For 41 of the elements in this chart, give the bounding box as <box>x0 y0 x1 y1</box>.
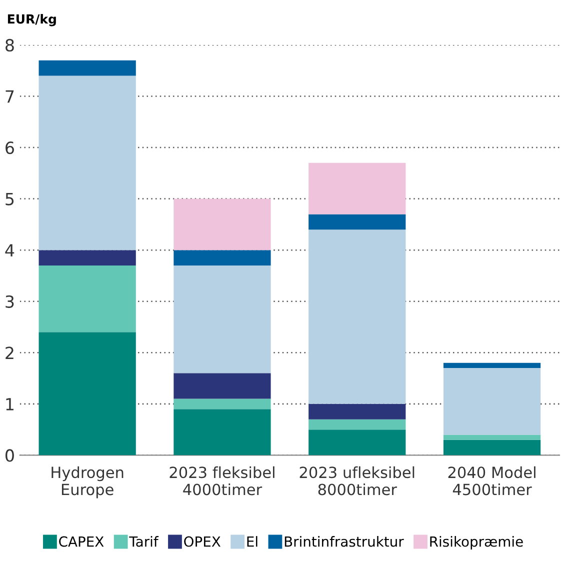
x-tick-label: 2023 fleksibel 4000timer <box>170 466 274 496</box>
bar <box>174 409 271 456</box>
bar <box>308 162 406 214</box>
legend-label: Risikopræmie <box>430 536 523 550</box>
x-tick-label: 2023 ufleksibel 8000timer <box>300 466 414 496</box>
y-tick-label: 8 <box>6 38 14 52</box>
bar <box>308 230 406 404</box>
bar <box>38 76 136 250</box>
bar <box>443 440 541 456</box>
legend-label: Brintinfrastruktur <box>284 536 404 547</box>
y-tick-label: 6 <box>6 141 14 154</box>
bar <box>308 404 406 420</box>
y-tick-label: 2 <box>6 346 14 359</box>
bar <box>38 265 136 332</box>
bar <box>174 373 271 399</box>
y-tick-label: 1 <box>6 398 14 410</box>
bar <box>174 398 271 410</box>
legend-label: El <box>247 536 258 547</box>
y-tick-label: 4 <box>5 244 14 256</box>
bar <box>443 368 541 435</box>
bar <box>174 265 271 374</box>
bar <box>38 250 136 266</box>
x-tick-label: Hydrogen Europe <box>52 466 124 498</box>
bar <box>308 419 406 430</box>
x-tick-label: 2040 Model 4500timer <box>448 466 536 496</box>
bar <box>308 430 406 456</box>
y-tick-label: 0 <box>6 449 14 462</box>
y-tick-label: 5 <box>6 192 14 206</box>
bar <box>174 250 271 266</box>
bar <box>308 214 406 230</box>
bar <box>443 434 541 440</box>
legend-label: Tarif <box>129 536 159 547</box>
y-tick-label: 7 <box>6 90 14 103</box>
legend-label: CAPEX <box>59 536 104 547</box>
bar <box>38 332 136 456</box>
bar <box>443 362 541 368</box>
bar <box>174 198 271 250</box>
y-tick-label: 3 <box>6 295 14 308</box>
bar <box>38 60 136 76</box>
y-axis-title: EUR/kg <box>8 14 56 26</box>
legend-label: OPEX <box>184 536 220 547</box>
